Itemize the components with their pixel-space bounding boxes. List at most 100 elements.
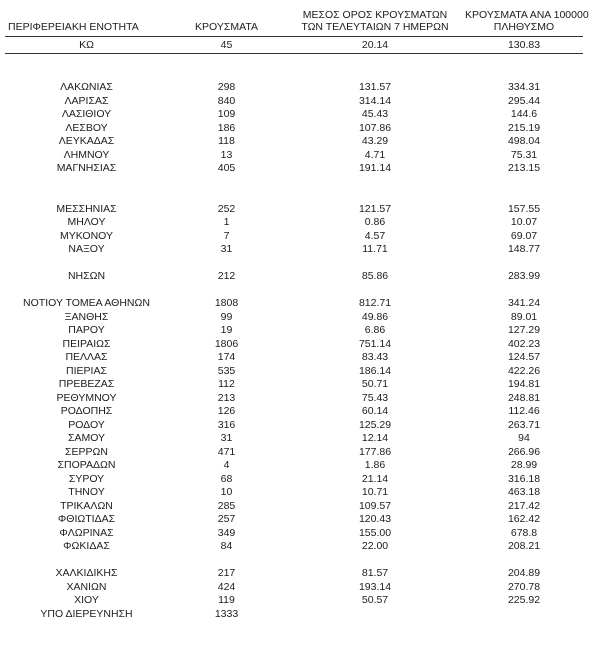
table-row: ΡΟΔΟΥ 316 125.29 263.71 bbox=[5, 419, 583, 433]
cell-cases: 126 bbox=[217, 405, 236, 417]
cell-cases: 1806 bbox=[214, 337, 239, 350]
table-row: ΠΕΙΡΑΙΩΣ 1806 751.14 402.23 bbox=[5, 338, 583, 352]
cell-cases: 13 bbox=[220, 148, 233, 161]
cell-region: ΧΙΟΥ bbox=[74, 594, 99, 606]
cell-region: ΣΠΟΡΑΔΩΝ bbox=[57, 459, 116, 471]
cell-per100k: 10.07 bbox=[510, 216, 538, 228]
table-row: ΜΥΚΟΝΟΥ 7 4.57 69.07 bbox=[5, 230, 583, 244]
cell-cases: 213 bbox=[217, 391, 236, 404]
cell-cases: 45 bbox=[168, 36, 285, 54]
cell-region: ΜΥΚΟΝΟΥ bbox=[59, 229, 113, 242]
cell-region: ΝΗΣΩΝ bbox=[67, 270, 106, 282]
cell-cases: 186 bbox=[217, 121, 236, 134]
cell-per100k: 194.81 bbox=[507, 378, 541, 390]
cell-per100k: 89.01 bbox=[510, 310, 538, 323]
cell-avg7: 177.86 bbox=[358, 445, 392, 458]
cell-per100k: 248.81 bbox=[507, 391, 541, 404]
cell-avg7: 85.86 bbox=[361, 270, 389, 282]
cell-region: ΠΡΕΒΕΖΑΣ bbox=[58, 378, 115, 390]
cell-region: ΡΟΔΟΠΗΣ bbox=[60, 405, 113, 417]
table-header: ΠΕΡΙΦΕΡΕΙΑΚΗ ΕΝΟΤΗΤΑ ΚΡΟΥΣΜΑΤΑ ΜΕΣΟΣ ΟΡΟ… bbox=[5, 4, 589, 37]
spacer-row bbox=[5, 68, 583, 82]
cell-region: ΠΕΛΛΑΣ bbox=[65, 351, 108, 363]
cell-per100k: 334.31 bbox=[507, 81, 541, 93]
table-row: ΛΕΥΚΑΔΑΣ 118 43.29 498.04 bbox=[5, 135, 583, 149]
cell-region: ΛΗΜΝΟΥ bbox=[63, 148, 110, 161]
cell-avg7: 314.14 bbox=[358, 94, 392, 107]
table-row: ΧΑΝΙΩΝ 424 193.14 270.78 bbox=[5, 581, 583, 595]
cell-avg7: 45.43 bbox=[361, 108, 389, 120]
cell-region: ΛΑΣΙΘΙΟΥ bbox=[61, 108, 112, 120]
cell-per100k: 208.21 bbox=[507, 540, 541, 552]
spacer-cell bbox=[5, 68, 583, 82]
cell-cases: 212 bbox=[217, 270, 236, 282]
cell-avg7: 81.57 bbox=[361, 567, 389, 579]
spacer-cell bbox=[5, 257, 583, 271]
cell-per100k: 75.31 bbox=[510, 148, 538, 161]
cell-cases: 112 bbox=[218, 378, 235, 390]
cell-avg7: 20.14 bbox=[285, 36, 465, 54]
cell-avg7: 50.71 bbox=[361, 378, 389, 390]
cell-avg7: 21.14 bbox=[361, 472, 389, 485]
cell-avg7: 75.43 bbox=[361, 391, 389, 404]
header-per100k: ΚΡΟΥΣΜΑΤΑ ΑΝΑ 100000 ΠΛΗΘΥΣΜΟ bbox=[465, 4, 589, 37]
cell-avg7: 186.14 bbox=[358, 364, 392, 377]
spacer-row bbox=[5, 189, 583, 203]
cell-avg7 bbox=[285, 608, 465, 622]
spacer-cell bbox=[5, 189, 583, 203]
cell-avg7: 50.57 bbox=[361, 594, 389, 606]
cell-region: ΦΘΙΩΤΙΔΑΣ bbox=[57, 513, 116, 525]
cell-cases: 4 bbox=[223, 459, 230, 471]
table-row: ΠΕΛΛΑΣ 174 83.43 124.57 bbox=[5, 351, 583, 365]
spacer-cell bbox=[5, 554, 583, 568]
cell-per100k: 144.6 bbox=[510, 108, 538, 120]
cell-per100k: 112.46 bbox=[508, 405, 540, 417]
table-row: ΡΟΔΟΠΗΣ 126 60.14 112.46 bbox=[5, 405, 583, 419]
cell-region: ΜΑΓΝΗΣΙΑΣ bbox=[56, 162, 117, 174]
cell-avg7: 109.57 bbox=[358, 499, 392, 512]
table-row: ΦΘΙΩΤΙΔΑΣ 257 120.43 162.42 bbox=[5, 513, 583, 527]
cell-cases: 471 bbox=[217, 445, 236, 458]
cell-cases: 109 bbox=[217, 108, 236, 120]
table-row: ΦΩΚΙΔΑΣ 84 22.00 208.21 bbox=[5, 540, 583, 554]
cell-region: ΧΑΛΚΙΔΙΚΗΣ bbox=[55, 567, 118, 579]
cell-region: ΡΕΘΥΜΝΟΥ bbox=[56, 391, 117, 404]
cell-per100k: 678.8 bbox=[510, 526, 538, 539]
cell-per100k: 422.26 bbox=[507, 364, 541, 377]
cell-per100k: 94 bbox=[518, 432, 530, 444]
cell-avg7: 121.57 bbox=[358, 202, 392, 215]
report-page: ΠΕΡΙΦΕΡΕΙΑΚΗ ΕΝΟΤΗΤΑ ΚΡΟΥΣΜΑΤΑ ΜΕΣΟΣ ΟΡΟ… bbox=[0, 4, 600, 647]
cell-per100k: 341.24 bbox=[507, 297, 541, 309]
spacer-row bbox=[5, 284, 583, 298]
spacer-row bbox=[5, 257, 583, 271]
cell-cases: 84 bbox=[220, 540, 233, 552]
cell-region: ΝΟΤΙΟΥ ΤΟΜΕΑ ΑΘΗΝΩΝ bbox=[23, 297, 150, 309]
header-region: ΠΕΡΙΦΕΡΕΙΑΚΗ ΕΝΟΤΗΤΑ bbox=[5, 4, 168, 37]
table-row: ΛΑΡΙΣΑΣ 840 314.14 295.44 bbox=[5, 95, 583, 109]
cell-avg7: 107.86 bbox=[358, 121, 392, 134]
cell-region: ΠΙΕΡΙΑΣ bbox=[66, 364, 107, 377]
table-row: ΡΕΘΥΜΝΟΥ 213 75.43 248.81 bbox=[5, 392, 583, 406]
cell-region: ΜΕΣΣΗΝΙΑΣ bbox=[56, 202, 117, 215]
header-per100k-line1: ΚΡΟΥΣΜΑΤΑ ΑΝΑ 100000 bbox=[465, 9, 589, 21]
cell-avg7: 131.57 bbox=[358, 81, 392, 93]
cell-avg7: 12.14 bbox=[361, 432, 389, 444]
cell-cases: 31 bbox=[220, 243, 233, 255]
cell-cases: 174 bbox=[217, 351, 236, 363]
cell-region: ΛΑΡΙΣΑΣ bbox=[64, 94, 109, 107]
cell-avg7: 155.00 bbox=[358, 526, 392, 539]
cell-avg7: 125.29 bbox=[358, 418, 392, 431]
table-row: ΛΑΚΩΝΙΑΣ 298 131.57 334.31 bbox=[5, 81, 583, 95]
spacer-row bbox=[5, 54, 583, 68]
cell-cases: 535 bbox=[217, 364, 236, 377]
cell-region: ΚΩ bbox=[5, 36, 168, 54]
cell-avg7: 1.86 bbox=[364, 459, 386, 471]
cell-region: ΣΑΜΟΥ bbox=[67, 432, 106, 444]
cell-cases: 298 bbox=[217, 81, 236, 93]
cell-avg7: 83.43 bbox=[361, 351, 389, 363]
table-row: ΝΟΤΙΟΥ ΤΟΜΕΑ ΑΘΗΝΩΝ 1808 812.71 341.24 bbox=[5, 297, 583, 311]
table-row: ΜΑΓΝΗΣΙΑΣ 405 191.14 213.15 bbox=[5, 162, 583, 176]
cell-per100k bbox=[465, 608, 583, 622]
cell-avg7: 4.57 bbox=[364, 229, 386, 242]
table-row: ΧΑΛΚΙΔΙΚΗΣ 217 81.57 204.89 bbox=[5, 567, 583, 581]
